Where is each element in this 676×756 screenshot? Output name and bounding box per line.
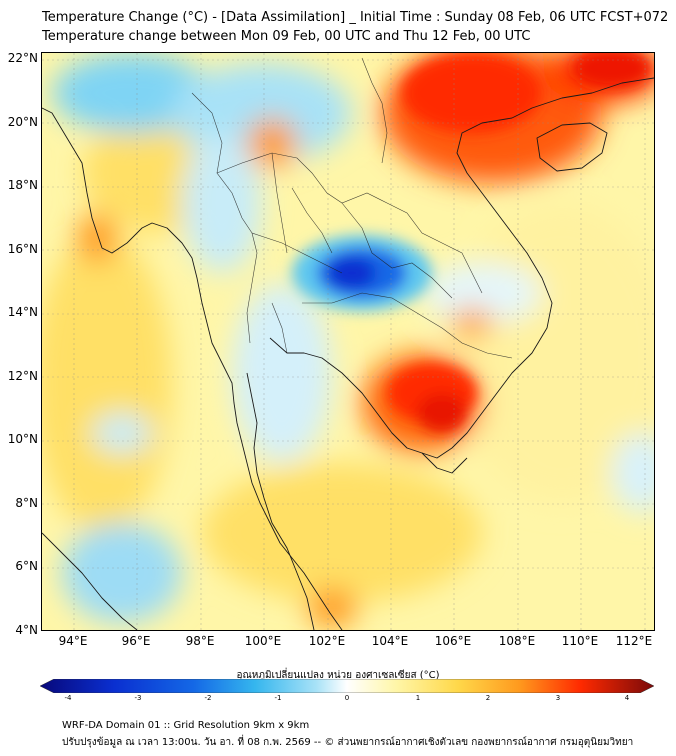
- lon-label: 106°E: [434, 634, 472, 648]
- colorbar-title: อุณหภูมิเปลี่ยนแปลง หน่วย องศาเซลเซียส (…: [236, 670, 440, 681]
- lon-label: 94°E: [58, 634, 88, 648]
- temperature-field: [42, 53, 654, 628]
- lat-label: 22°N: [7, 51, 38, 65]
- lat-label: 6°N: [15, 559, 38, 573]
- lat-label: 8°N: [15, 496, 38, 510]
- cold-anomaly-core: [292, 53, 652, 433]
- colorbar-tick: -1: [274, 694, 282, 702]
- colorbar-tick: 2: [485, 694, 491, 702]
- chart-title-line-1: Temperature Change (°C) - [Data Assimila…: [42, 10, 669, 25]
- graticule: [42, 53, 654, 630]
- lat-label: 4°N: [15, 623, 38, 637]
- lat-label: 18°N: [7, 178, 38, 192]
- colorbar-tick: 3: [555, 694, 561, 702]
- colorbar-tick: 0: [344, 694, 350, 702]
- colorbar-tick: -3: [134, 694, 142, 702]
- lon-label: 100°E: [244, 634, 282, 648]
- lat-label: 14°N: [7, 305, 38, 319]
- lon-label: 112°E: [615, 634, 653, 648]
- lon-label: 104°E: [371, 634, 409, 648]
- lat-label: 10°N: [7, 432, 38, 446]
- footer-domain-info: WRF-DA Domain 01 :: Grid Resolution 9km …: [62, 720, 310, 731]
- lon-label: 108°E: [498, 634, 536, 648]
- lon-label: 110°E: [561, 634, 599, 648]
- lat-label: 16°N: [7, 242, 38, 256]
- coastlines: [42, 77, 654, 630]
- lat-label: 20°N: [7, 115, 38, 129]
- chart-title-line-2: Temperature change between Mon 09 Feb, 0…: [42, 29, 531, 44]
- footer-credit: ปรับปรุงข้อมูล ณ เวลา 13:00น. วัน อา. ที…: [62, 737, 634, 748]
- lon-label: 102°E: [308, 634, 346, 648]
- country-borders: [191, 57, 513, 359]
- lat-label: 12°N: [7, 369, 38, 383]
- colorbar-tick: -4: [64, 694, 72, 702]
- colorbar-tick: 4: [624, 694, 630, 702]
- colorbar-tick: 1: [415, 694, 421, 702]
- colorbar: [40, 679, 654, 693]
- colorbar-tick: -2: [204, 694, 212, 702]
- temperature-change-map: [41, 52, 655, 631]
- lon-label: 96°E: [121, 634, 151, 648]
- lon-label: 98°E: [185, 634, 215, 648]
